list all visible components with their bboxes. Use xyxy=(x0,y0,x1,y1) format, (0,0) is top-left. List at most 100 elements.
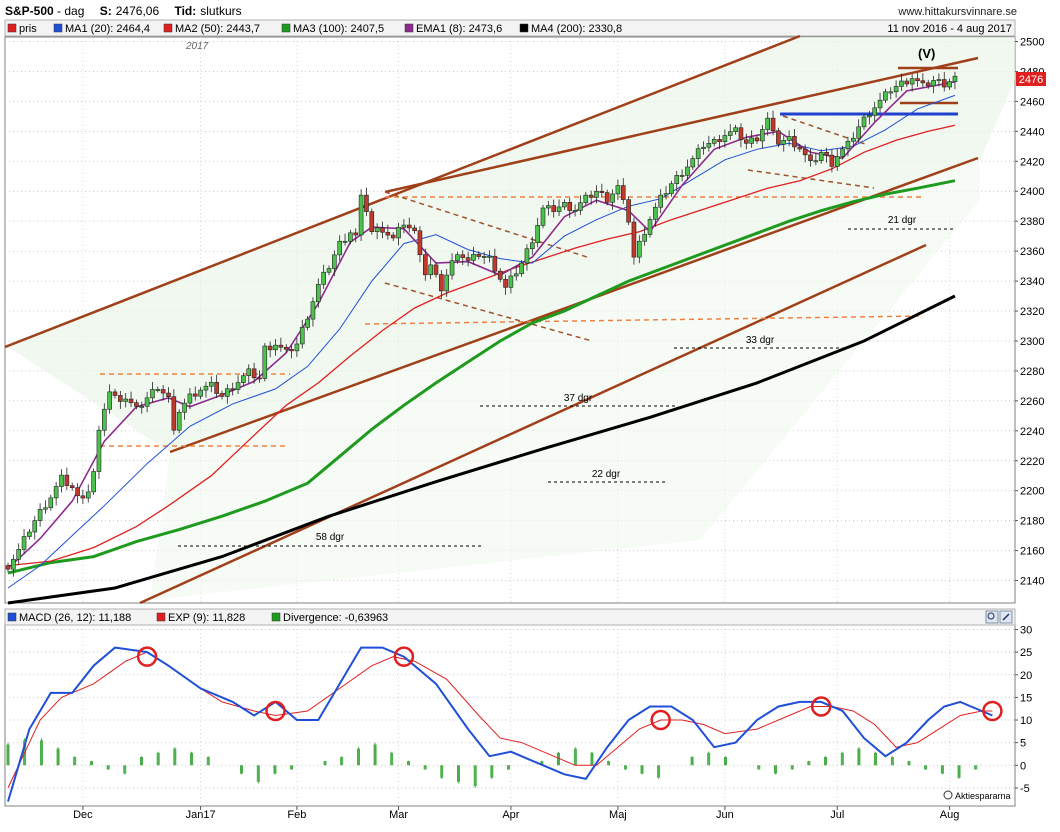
candle-body xyxy=(273,344,278,351)
candle-body xyxy=(765,117,771,130)
candle-body xyxy=(642,234,647,242)
header-line: S&P-500 - dag S: 2476,06 Tid: slutkurs xyxy=(5,4,242,18)
price-tick-label: 2220 xyxy=(1020,456,1044,468)
candle-body xyxy=(251,368,257,379)
candle-body xyxy=(503,278,508,288)
candle-body xyxy=(706,143,712,148)
candle-body xyxy=(16,549,22,560)
candle-body xyxy=(209,381,214,387)
price-tick-label: 2280 xyxy=(1020,366,1044,378)
x-tick-label: Feb xyxy=(287,809,306,821)
candle-body xyxy=(358,194,364,236)
legend-swatch xyxy=(519,23,529,33)
candle-body xyxy=(856,126,861,139)
candle-body xyxy=(738,127,744,141)
candle-body xyxy=(230,388,235,391)
candle-body xyxy=(620,185,626,200)
brand-text: Aktiespararna xyxy=(955,791,1011,801)
candle-body xyxy=(91,471,96,493)
price-tick-label: 2160 xyxy=(1020,546,1044,558)
legend-label: EMA1 (8): 2473,6 xyxy=(416,23,502,35)
candle-body xyxy=(936,79,942,82)
header-site[interactable]: www.hittakursvinnare.se xyxy=(897,6,1017,18)
candle-body xyxy=(615,185,621,195)
candle-body xyxy=(59,474,64,487)
candle-body xyxy=(717,139,722,142)
zoom-icon xyxy=(987,612,995,620)
candle-body xyxy=(80,495,86,499)
candle-body xyxy=(733,127,738,132)
dashed-level-2320 xyxy=(364,315,923,325)
candle-body xyxy=(636,240,642,258)
candle-body xyxy=(267,345,273,351)
candle-body xyxy=(492,255,498,272)
candle-body xyxy=(476,253,482,257)
candle-body xyxy=(422,254,428,276)
crossover-circle xyxy=(393,646,415,667)
candle-body xyxy=(888,91,894,94)
channel-fill-lower xyxy=(150,160,980,600)
price-tick-label: 2300 xyxy=(1020,336,1044,348)
candle-body xyxy=(899,80,904,87)
macd-series-line-0 xyxy=(7,646,993,802)
macd-tick-label: 30 xyxy=(1020,625,1032,637)
macd-tick-label: 20 xyxy=(1020,670,1032,682)
candle-body xyxy=(487,255,492,258)
trend-line-upper xyxy=(4,34,801,349)
candle-body xyxy=(465,257,471,261)
legend-swatch xyxy=(281,23,291,33)
candle-body xyxy=(653,206,658,220)
candle-body xyxy=(182,402,187,413)
candle-body xyxy=(588,194,594,198)
candle-body xyxy=(21,536,27,550)
candle-body xyxy=(337,240,343,256)
candle-body xyxy=(867,115,872,118)
candle-body xyxy=(893,86,899,93)
candle-body xyxy=(385,231,391,236)
candle-body xyxy=(444,274,450,292)
macd-layer xyxy=(6,646,1003,802)
candle-body xyxy=(471,253,476,261)
candle-body xyxy=(235,382,241,390)
header-symbol: S&P-500 xyxy=(5,4,54,18)
candle-body xyxy=(155,389,161,391)
brand-logo-icon xyxy=(943,790,953,800)
span-37-label: 37 dgr xyxy=(564,393,593,404)
candle-body xyxy=(631,221,637,258)
price-tick-label: 2400 xyxy=(1020,186,1044,198)
footer-brand: Aktiespararna xyxy=(943,790,1011,801)
candle-body xyxy=(69,485,75,489)
candle-body xyxy=(32,520,38,533)
macd-tools[interactable] xyxy=(985,610,1013,624)
candle-body xyxy=(342,240,348,243)
price-tick-label: 2240 xyxy=(1020,426,1044,438)
macd-tick-label: 15 xyxy=(1020,692,1032,704)
legend-label: MA3 (100): 2407,5 xyxy=(293,23,384,35)
macd-legend-label: MACD (26, 12): 11,188 xyxy=(19,612,131,624)
candle-body xyxy=(850,137,856,142)
candle-body xyxy=(112,391,118,396)
candle-body xyxy=(481,256,487,258)
candle-body xyxy=(685,166,690,176)
candle-body xyxy=(658,194,664,208)
crossover-circle xyxy=(136,646,158,667)
candle-body xyxy=(813,160,819,163)
header-s-label: S: xyxy=(100,4,112,18)
crossover-circle xyxy=(810,696,832,717)
candle-body xyxy=(428,264,433,276)
candle-body xyxy=(529,242,535,250)
date-range: 11 nov 2016 - 4 aug 2017 xyxy=(887,23,1012,35)
candle-body xyxy=(246,368,252,377)
candle-body xyxy=(43,507,48,510)
candle-body xyxy=(305,318,310,328)
candle-body xyxy=(390,234,396,239)
candle-body xyxy=(760,129,765,142)
legend-label: MA2 (50): 2443,7 xyxy=(175,23,260,35)
candle-body xyxy=(326,268,332,273)
candle-body xyxy=(931,80,936,87)
candle-body xyxy=(567,202,573,211)
candle-body xyxy=(508,275,514,288)
candle-body xyxy=(808,154,813,161)
legend-label: pris xyxy=(19,23,37,35)
candle-body xyxy=(834,156,840,167)
